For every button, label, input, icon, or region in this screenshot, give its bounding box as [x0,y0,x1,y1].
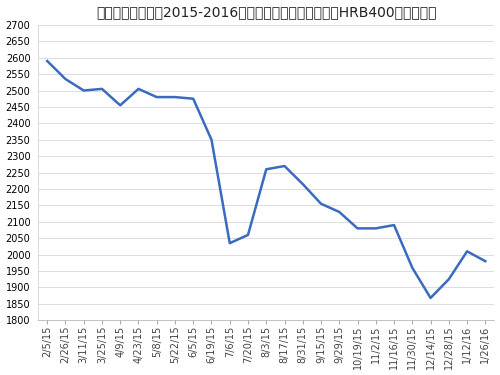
Title: 【自由钢铁网】：2015-2016年度全国主要地区螺纹钢【HRB400】均价走势: 【自由钢铁网】：2015-2016年度全国主要地区螺纹钢【HRB400】均价走势 [96,6,436,20]
